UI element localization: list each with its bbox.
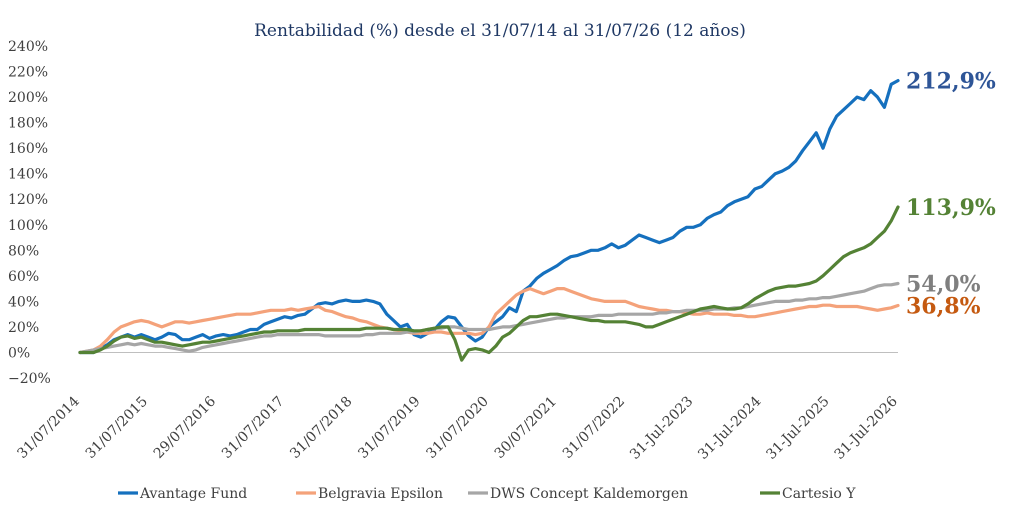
x-tick-label: 31/07/2019 [355,394,423,462]
end-value-label: 54,0% [906,272,981,298]
end-value-label: 113,9% [906,195,996,221]
end-labels: 212,9% 36,8%54,0% 113,9% [906,69,996,320]
series-lines [78,78,900,362]
chart-title: Rentabilidad (%) desde el 31/07/14 al 31… [254,21,746,41]
legend-item: Avantage Fund [118,486,247,502]
y-tick-label: 60% [8,269,39,285]
legend-item: Belgravia Epsilon [296,486,443,502]
end-value-label: 212,9% [906,69,996,95]
x-tick-label: 31/07/2022 [560,394,628,462]
series-line-dws-concept-kaldemorgen [78,281,900,355]
y-tick-label: −20% [8,371,51,387]
y-tick-label: 40% [8,294,39,310]
x-axis: 31/07/2014 31/07/2015 29/07/2016 31/07/2017… [14,351,901,463]
x-tick-label: 31-Jul-2024 [695,393,764,462]
y-tick-label: 20% [8,320,39,336]
end-value-label: 36,8% [906,293,981,319]
x-tick-label: 31/07/2015 [83,394,151,462]
series-line-cartesio-y [78,205,900,362]
legend-item: DWS Concept Kaldemorgen [468,486,688,502]
x-tick-label: 31/07/2017 [219,394,287,462]
x-tick-label: 31-Jul-2023 [627,394,696,463]
legend: Avantage Fund Belgravia Epsilon DWS Concep… [118,486,856,502]
x-tick-label: 31-Jul-2026 [832,393,901,462]
y-tick-label: 120% [8,192,48,208]
legend-label: Belgravia Epsilon [318,486,443,502]
y-tick-label: 240% [8,39,48,55]
y-tick-label: 140% [8,167,48,183]
y-tick-label: 180% [8,116,48,132]
x-tick-label: 29/07/2016 [151,393,219,461]
y-axis: 240% 220% 200% 180% 160% 140% 120% 100% 80% 60% 40… [8,39,51,387]
y-tick-label: 200% [8,90,48,106]
y-tick-label: 100% [8,218,48,234]
y-tick-label: 0% [8,345,30,361]
legend-label: Avantage Fund [139,486,247,502]
x-tick-label: 31/07/2020 [423,394,491,462]
series-line-belgravia-epsilon [78,287,900,355]
legend-label: Cartesio Y [782,486,856,502]
y-tick-label: 80% [8,243,39,259]
y-tick-label: 160% [8,141,48,157]
x-tick-label: 31/07/2018 [287,394,355,462]
y-tick-label: 220% [8,65,48,81]
x-tick-label: 30/07/2021 [492,394,560,462]
x-tick-label: 31-Jul-2025 [763,394,832,463]
legend-label: DWS Concept Kaldemorgen [490,486,688,502]
legend-item: Cartesio Y [760,486,856,502]
x-tick-label: 31/07/2014 [14,393,82,461]
